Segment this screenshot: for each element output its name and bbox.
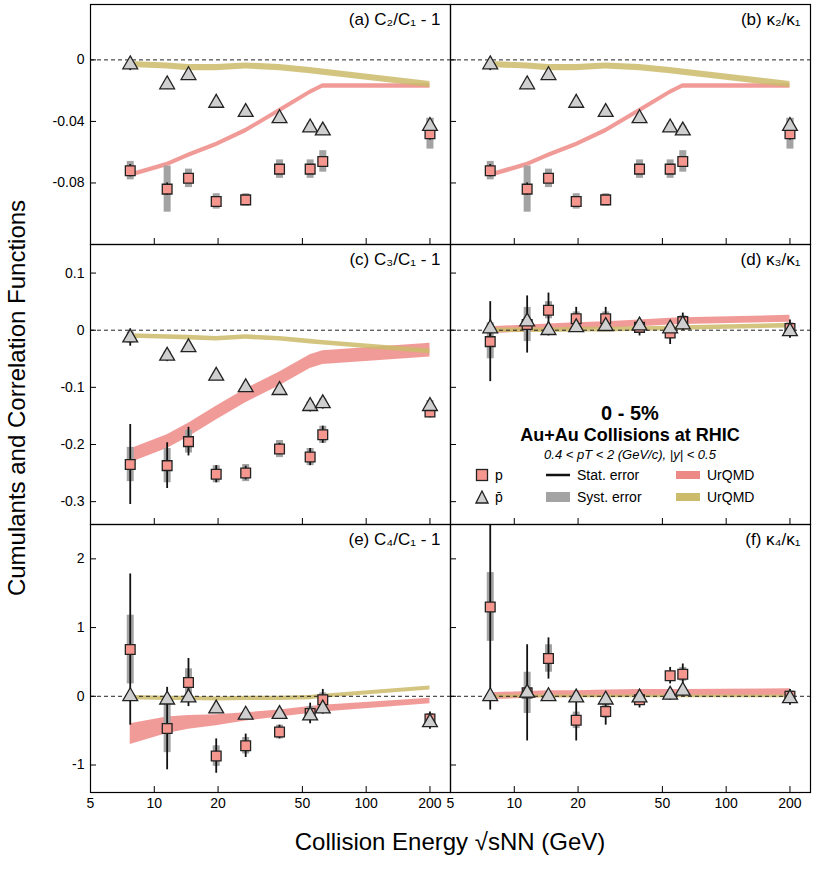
html-text:Stat. error: Stat. error	[577, 467, 640, 483]
svg-text:20: 20	[570, 795, 586, 811]
html-text:UrQMD: UrQMD	[707, 467, 755, 483]
html-text:Syst. error: Syst. error	[577, 489, 642, 505]
svg-text:100: 100	[714, 795, 738, 811]
html-text:0.4 < pT < 2 (GeV/c), |y| < 0.: 0.4 < pT < 2 (GeV/c), |y| < 0.5	[544, 447, 716, 462]
svg-text:100: 100	[354, 795, 378, 811]
svg-text:(c) C₃/C₁ - 1: (c) C₃/C₁ - 1	[349, 250, 440, 269]
svg-text:(b) κ₂/κ₁: (b) κ₂/κ₁	[741, 10, 801, 29]
html-text:Cumulants and Correlation Func: Cumulants and Correlation Functions	[3, 199, 30, 597]
svg-text:0: 0	[77, 322, 85, 338]
svg-text:5: 5	[447, 795, 455, 811]
svg-text:-0.08: -0.08	[53, 174, 85, 190]
svg-text:5: 5	[87, 795, 95, 811]
html-text:p̄: p̄	[495, 489, 503, 505]
svg-text:1: 1	[77, 619, 85, 635]
svg-text:0: 0	[77, 688, 85, 704]
svg-text:200: 200	[418, 795, 442, 811]
svg-text:50: 50	[655, 795, 671, 811]
svg-text:(d) κ₃/κ₁: (d) κ₃/κ₁	[741, 250, 801, 269]
html-text:0 - 5%: 0 - 5%	[601, 402, 659, 424]
svg-text:-0.04: -0.04	[53, 113, 85, 129]
svg-text:20: 20	[210, 795, 226, 811]
svg-text:10: 10	[506, 795, 522, 811]
html-text:Collision Energy √sNN (GeV): Collision Energy √sNN (GeV)	[294, 828, 606, 855]
svg-text:0.1: 0.1	[65, 265, 85, 281]
svg-text:-1: -1	[72, 756, 85, 772]
svg-text:50: 50	[295, 795, 311, 811]
html-text:Au+Au Collisions at RHIC: Au+Au Collisions at RHIC	[520, 425, 740, 445]
svg-text:0: 0	[77, 51, 85, 67]
svg-text:-0.3: -0.3	[60, 493, 84, 509]
svg-text:200: 200	[778, 795, 802, 811]
svg-text:(f) κ₄/κ₁: (f) κ₄/κ₁	[745, 530, 800, 549]
html-text:UrQMD: UrQMD	[707, 489, 755, 505]
svg-text:(a) C₂/C₁ - 1: (a) C₂/C₁ - 1	[349, 10, 441, 29]
svg-text:2: 2	[77, 550, 85, 566]
svg-text:-0.2: -0.2	[60, 436, 84, 452]
svg-text:10: 10	[146, 795, 162, 811]
svg-text:(e) C₄/C₁ - 1: (e) C₄/C₁ - 1	[348, 530, 440, 549]
svg-text:-0.1: -0.1	[60, 379, 84, 395]
html-text:p: p	[495, 467, 503, 483]
